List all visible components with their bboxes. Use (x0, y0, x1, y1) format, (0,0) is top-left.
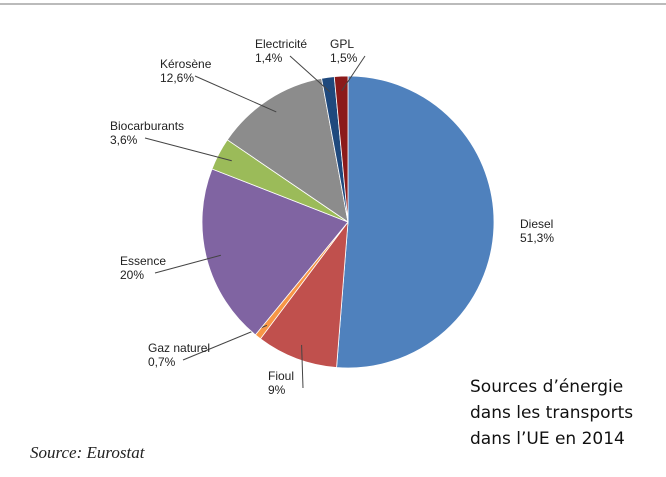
pie-slice (259, 220, 349, 368)
slice-value: 51,3% (520, 231, 554, 245)
annotation: dans les transports (470, 403, 633, 423)
slice-value: 12,6% (160, 71, 194, 85)
slice-label: Kérosène (160, 57, 212, 71)
slice-value: 20% (120, 268, 144, 282)
slice-label: GPL (330, 37, 354, 51)
source: Source: Eurostat (30, 443, 146, 462)
leader-line (341, 55, 366, 92)
leader-line (154, 254, 222, 274)
slice-value: 0,7% (148, 355, 176, 369)
annotation: dans l’UE en 2014 (470, 429, 625, 449)
slice-value: 1,4% (255, 51, 283, 65)
slice-label: Biocarburants (110, 119, 184, 133)
slice-label: Electricité (255, 37, 307, 51)
leader-line (194, 75, 277, 113)
slice-value: 3,6% (110, 133, 138, 147)
slice-label: Essence (120, 254, 166, 268)
leader-line (289, 55, 331, 93)
slice-value: 1,5% (330, 51, 358, 65)
pie-slice (333, 75, 349, 223)
slice-label: Gaz naturel (148, 341, 210, 355)
slice-value: 9% (268, 383, 286, 397)
leader-line (144, 137, 232, 162)
leader-line (301, 344, 304, 389)
slice-label: Diesel (520, 217, 553, 231)
slice-label: Fioul (268, 369, 294, 383)
pie-slice (226, 77, 349, 223)
annotation: Sources d’énergie (470, 377, 623, 397)
pie-slice (336, 75, 495, 369)
